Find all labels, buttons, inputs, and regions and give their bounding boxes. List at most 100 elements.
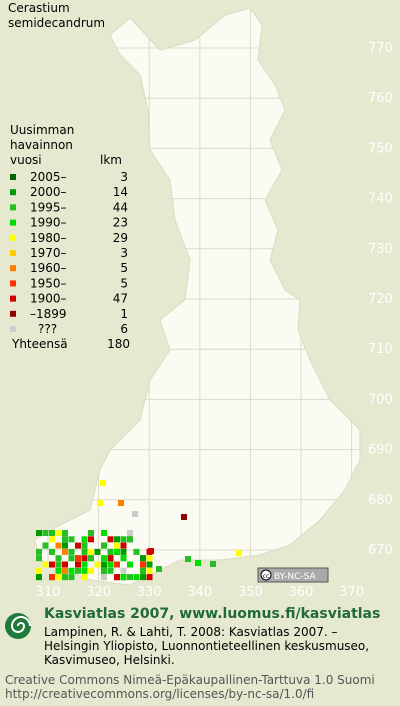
occurrence xyxy=(114,561,120,568)
occurrence xyxy=(75,567,81,574)
footer-heading: Kasviatlas 2007, www.luomus.fi/kasviatla… xyxy=(44,606,380,622)
legend-count: 6 xyxy=(120,322,128,336)
occurrence xyxy=(68,574,75,581)
legend-count: 3 xyxy=(120,170,128,184)
occurrence xyxy=(55,542,62,549)
occurrence xyxy=(49,536,55,543)
occurrence xyxy=(146,561,153,568)
occurrence xyxy=(62,561,68,568)
x-label: 360 xyxy=(289,585,314,600)
occurrence xyxy=(195,560,201,566)
occurrence xyxy=(181,514,187,520)
legend-label: 1980– xyxy=(30,231,67,245)
legend-swatch xyxy=(10,310,16,317)
legend-count: 3 xyxy=(120,246,128,260)
x-label: 330 xyxy=(137,585,162,600)
legend-count: 14 xyxy=(113,185,128,199)
legend-count: 29 xyxy=(113,231,128,245)
occurrence xyxy=(185,556,191,562)
legend-heading: lkm xyxy=(100,153,122,167)
occurrence xyxy=(81,567,88,574)
occurrence xyxy=(236,550,242,556)
occurrence xyxy=(146,567,153,574)
occurrence xyxy=(101,530,107,536)
license: http://creativecommons.org/licenses/by-n… xyxy=(5,687,314,701)
legend-swatch xyxy=(10,234,16,241)
occurrence xyxy=(62,530,68,536)
occurrence xyxy=(68,567,75,574)
y-label: 690 xyxy=(368,443,393,458)
occurrence xyxy=(75,561,81,568)
occurrence xyxy=(62,536,68,543)
legend-count: 5 xyxy=(120,276,128,290)
occurrence xyxy=(120,548,127,555)
legend-label: ??? xyxy=(38,322,57,336)
y-label: 670 xyxy=(368,543,393,558)
y-label: 750 xyxy=(368,141,393,156)
occurrence xyxy=(42,561,49,568)
legend-label: 1970– xyxy=(30,246,67,260)
occurrence xyxy=(68,555,75,562)
occurrence xyxy=(100,480,106,486)
occurrence xyxy=(75,555,81,562)
legend-label: 1900– xyxy=(30,292,67,306)
occurrence xyxy=(62,542,68,549)
occurrence xyxy=(127,561,133,568)
occurrence xyxy=(42,530,49,536)
legend-label: 1960– xyxy=(30,261,67,275)
legend-swatch xyxy=(10,250,16,256)
y-label: 760 xyxy=(368,91,393,106)
occurrence xyxy=(55,574,62,581)
legend-total-label: Yhteensä xyxy=(11,337,68,351)
occurrence xyxy=(49,574,55,581)
legend-swatch xyxy=(10,189,16,196)
occurrence xyxy=(114,542,120,549)
occurrence xyxy=(62,548,68,555)
y-label: 740 xyxy=(368,192,393,207)
occurrence xyxy=(118,500,124,506)
occurrence xyxy=(120,574,127,581)
legend-label: 1990– xyxy=(30,216,67,230)
legend-swatch xyxy=(10,280,16,287)
occurrence xyxy=(55,555,62,562)
y-label: 730 xyxy=(368,242,393,257)
x-label: 350 xyxy=(238,585,263,600)
y-label: 680 xyxy=(368,493,393,508)
x-label: 310 xyxy=(36,585,61,600)
title: Cerastium xyxy=(8,1,70,15)
occurrence xyxy=(81,555,88,562)
occurrence xyxy=(114,574,120,581)
legend-swatch xyxy=(10,174,16,180)
legend-label: –1899 xyxy=(30,307,67,321)
occurrence xyxy=(120,542,127,549)
occurrence xyxy=(101,574,107,581)
occurrence xyxy=(81,542,88,549)
occurrence xyxy=(120,567,127,574)
citation: Kasvimuseo, Helsinki. xyxy=(44,653,175,667)
occurrence xyxy=(94,548,101,555)
occurrence xyxy=(101,567,107,574)
legend-count: 44 xyxy=(113,200,128,214)
occurrence xyxy=(101,555,107,562)
svg-text:cc: cc xyxy=(263,573,270,580)
occurrence xyxy=(88,555,94,562)
occurrence xyxy=(146,555,153,562)
occurrence xyxy=(97,500,103,506)
legend-count: 47 xyxy=(113,292,128,306)
occurrence xyxy=(120,555,127,562)
occurrence xyxy=(55,561,62,568)
occurrence xyxy=(88,536,94,543)
occurrence xyxy=(156,566,162,572)
occurrence xyxy=(210,561,216,567)
occurrence xyxy=(107,536,114,543)
occurrence xyxy=(88,530,94,536)
occurrence xyxy=(88,548,94,555)
y-label: 720 xyxy=(368,292,393,307)
finland xyxy=(34,7,361,586)
occurrence xyxy=(55,567,62,574)
occurrence xyxy=(132,511,138,517)
occurrence xyxy=(146,574,153,581)
occurrence xyxy=(94,561,101,568)
occurrence xyxy=(81,561,88,568)
